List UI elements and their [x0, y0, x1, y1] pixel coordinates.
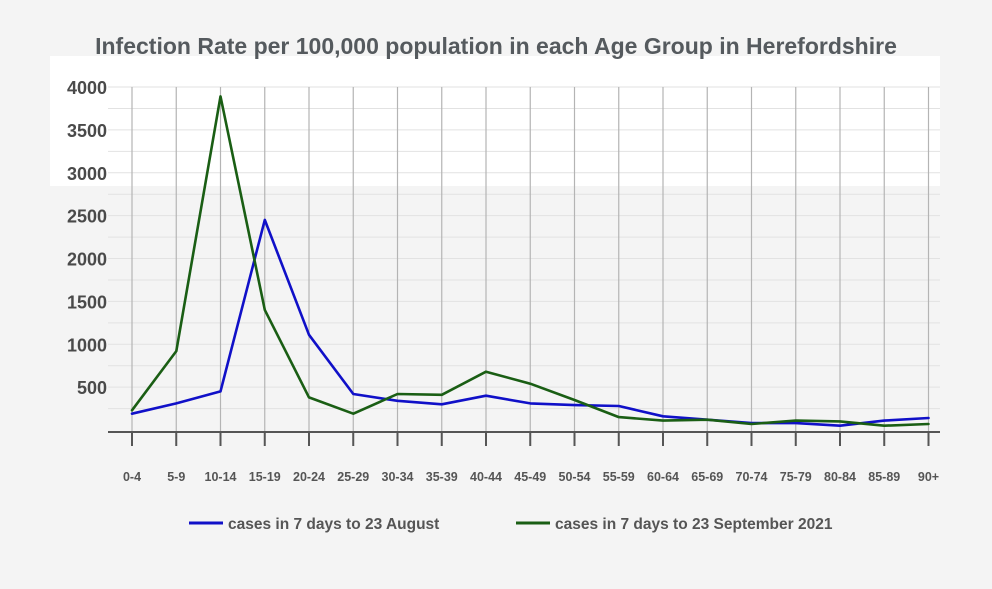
x-tick-label: 10-14 [205, 470, 237, 484]
y-tick-label: 500 [77, 378, 107, 398]
series-line-1 [130, 218, 930, 428]
x-tick-label: 0-4 [123, 470, 141, 484]
x-tick-label: 90+ [918, 470, 939, 484]
y-tick-label: 2500 [67, 207, 107, 227]
x-tick-label: 85-89 [868, 470, 900, 484]
y-tick-label: 2000 [67, 250, 107, 270]
legend-label-2: cases in 7 days to 23 September 2021 [555, 516, 833, 533]
y-tick-label: 3000 [67, 164, 107, 184]
x-tick-label: 35-39 [426, 470, 458, 484]
x-tick-label: 45-49 [514, 470, 546, 484]
x-tick-label: 80-84 [824, 470, 856, 484]
x-tick-label: 55-59 [603, 470, 635, 484]
chart-title: Infection Rate per 100,000 population in… [95, 33, 897, 59]
grid-layer [108, 86, 940, 432]
x-tick-label: 70-74 [736, 470, 768, 484]
legend: cases in 7 days to 23 August cases in 7 d… [189, 516, 833, 533]
x-tick-label: 5-9 [167, 470, 185, 484]
series-line-2 [130, 95, 930, 428]
x-tick-label: 20-24 [293, 470, 325, 484]
y-tick-label: 3500 [67, 121, 107, 141]
axis-layer [108, 431, 940, 446]
legend-label-1: cases in 7 days to 23 August [228, 516, 439, 533]
x-tick-label: 75-79 [780, 470, 812, 484]
x-tick-label: 25-29 [337, 470, 369, 484]
x-tick-label: 40-44 [470, 470, 502, 484]
x-tick-label: 15-19 [249, 470, 281, 484]
series-layer [130, 95, 930, 428]
x-tick-label: 60-64 [647, 470, 679, 484]
x-tick-label: 30-34 [382, 470, 414, 484]
label-layer: 0-4 5-9 10-14 15-19 20-24 25-29 30-34 35-39 40-4… [67, 78, 939, 484]
upper-white-panel [50, 56, 940, 186]
y-tick-label: 1000 [67, 335, 107, 355]
y-tick-label: 4000 [67, 78, 107, 98]
y-tick-label: 1500 [67, 292, 107, 312]
x-tick-label: 50-54 [559, 470, 591, 484]
x-tick-label: 65-69 [691, 470, 723, 484]
